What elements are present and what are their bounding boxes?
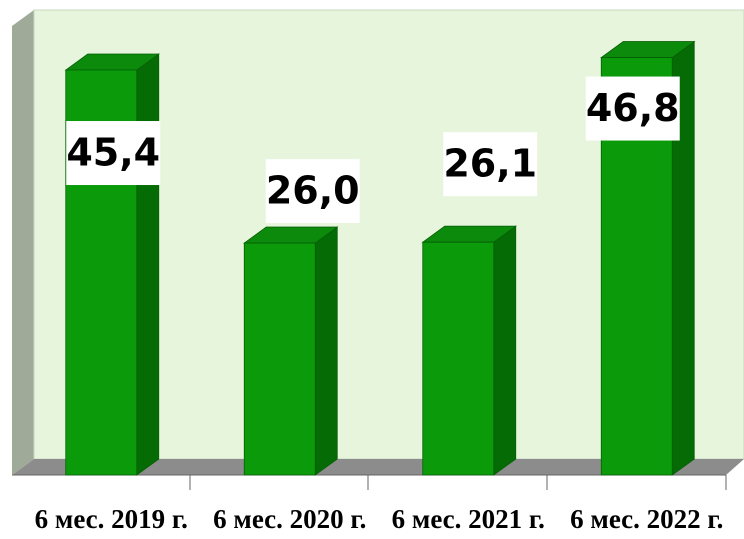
x-tick-label: 6 мес. 2021 г.: [392, 504, 545, 534]
value-label: 26,1: [443, 142, 537, 186]
bar: [421, 225, 517, 476]
floor: [12, 459, 744, 475]
back-wall: [33, 9, 744, 460]
bar: [243, 226, 339, 476]
x-tick-label: 6 мес. 2020 г.: [213, 504, 366, 534]
x-tick-label: 6 мес. 2022 г.: [570, 504, 723, 534]
side-wall: [12, 10, 34, 475]
x-ticks: [189, 475, 727, 490]
value-label-box: [265, 159, 360, 224]
value-label: 46,8: [586, 86, 680, 130]
bar-front: [422, 241, 495, 476]
bar-side: [314, 226, 338, 476]
bar: [600, 40, 696, 476]
x-tick-label: 6 мес. 2019 г.: [35, 504, 188, 534]
bar: [64, 53, 160, 476]
bar-side: [493, 225, 517, 476]
value-label-box: [66, 121, 161, 186]
value-label: 45,4: [66, 131, 160, 175]
value-label: 26,0: [266, 169, 360, 213]
bar-side: [136, 53, 160, 476]
value-label-box: [443, 132, 538, 197]
bar-front: [243, 242, 316, 476]
bar-front: [600, 57, 673, 476]
value-label-box: [585, 76, 680, 141]
